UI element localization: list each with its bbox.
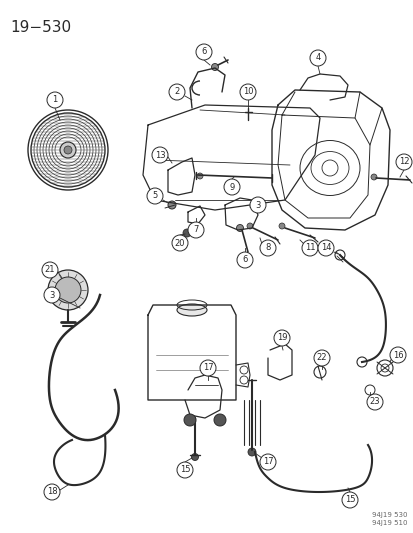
Text: 17: 17 <box>262 457 273 466</box>
Text: 13: 13 <box>154 150 165 159</box>
Circle shape <box>278 223 284 229</box>
Circle shape <box>60 142 76 158</box>
Text: 10: 10 <box>242 87 253 96</box>
Circle shape <box>177 462 192 478</box>
Circle shape <box>44 287 60 303</box>
Text: 5: 5 <box>152 191 157 200</box>
Text: 1: 1 <box>52 95 57 104</box>
Text: 94J19 510: 94J19 510 <box>372 520 407 526</box>
Text: 23: 23 <box>369 398 380 407</box>
Text: 16: 16 <box>392 351 402 359</box>
Text: 20: 20 <box>174 238 185 247</box>
Circle shape <box>247 448 255 456</box>
Text: 9: 9 <box>229 182 234 191</box>
Circle shape <box>42 262 58 278</box>
Circle shape <box>247 223 252 229</box>
Circle shape <box>317 240 333 256</box>
Circle shape <box>370 174 376 180</box>
Text: 3: 3 <box>255 200 260 209</box>
Text: 12: 12 <box>398 157 408 166</box>
Text: 8: 8 <box>265 244 270 253</box>
Text: 18: 18 <box>47 488 57 497</box>
Circle shape <box>197 173 202 179</box>
Circle shape <box>199 360 216 376</box>
Circle shape <box>48 270 88 310</box>
Circle shape <box>171 235 188 251</box>
Circle shape <box>169 84 185 100</box>
Text: 4: 4 <box>315 53 320 62</box>
Text: 17: 17 <box>202 364 213 373</box>
Circle shape <box>64 146 72 154</box>
Text: 19−530: 19−530 <box>10 20 71 35</box>
Circle shape <box>214 414 225 426</box>
Text: 2: 2 <box>174 87 179 96</box>
Text: 21: 21 <box>45 265 55 274</box>
Circle shape <box>191 454 198 461</box>
Circle shape <box>240 84 255 100</box>
Circle shape <box>147 188 163 204</box>
Circle shape <box>236 252 252 268</box>
Circle shape <box>341 492 357 508</box>
Text: 7: 7 <box>193 225 198 235</box>
Circle shape <box>183 414 195 426</box>
Text: 14: 14 <box>320 244 330 253</box>
Text: 6: 6 <box>242 255 247 264</box>
Circle shape <box>55 277 81 303</box>
Circle shape <box>309 50 325 66</box>
Circle shape <box>183 229 190 237</box>
Text: 3: 3 <box>49 290 55 300</box>
Circle shape <box>195 44 211 60</box>
Text: 15: 15 <box>344 496 354 505</box>
Circle shape <box>188 222 204 238</box>
Circle shape <box>273 330 289 346</box>
Circle shape <box>259 454 275 470</box>
Text: 22: 22 <box>316 353 326 362</box>
Circle shape <box>259 240 275 256</box>
Circle shape <box>249 197 266 213</box>
Ellipse shape <box>177 304 206 316</box>
Circle shape <box>168 201 176 209</box>
Text: 11: 11 <box>304 244 314 253</box>
Text: 6: 6 <box>201 47 206 56</box>
Circle shape <box>44 484 60 500</box>
Text: 19: 19 <box>276 334 287 343</box>
Circle shape <box>395 154 411 170</box>
Circle shape <box>47 92 63 108</box>
Circle shape <box>236 224 243 231</box>
Circle shape <box>389 347 405 363</box>
Circle shape <box>152 147 168 163</box>
Circle shape <box>211 63 218 70</box>
Circle shape <box>313 350 329 366</box>
Text: 94J19 530: 94J19 530 <box>372 512 407 518</box>
Circle shape <box>223 179 240 195</box>
Text: 15: 15 <box>179 465 190 474</box>
Circle shape <box>366 394 382 410</box>
Circle shape <box>301 240 317 256</box>
